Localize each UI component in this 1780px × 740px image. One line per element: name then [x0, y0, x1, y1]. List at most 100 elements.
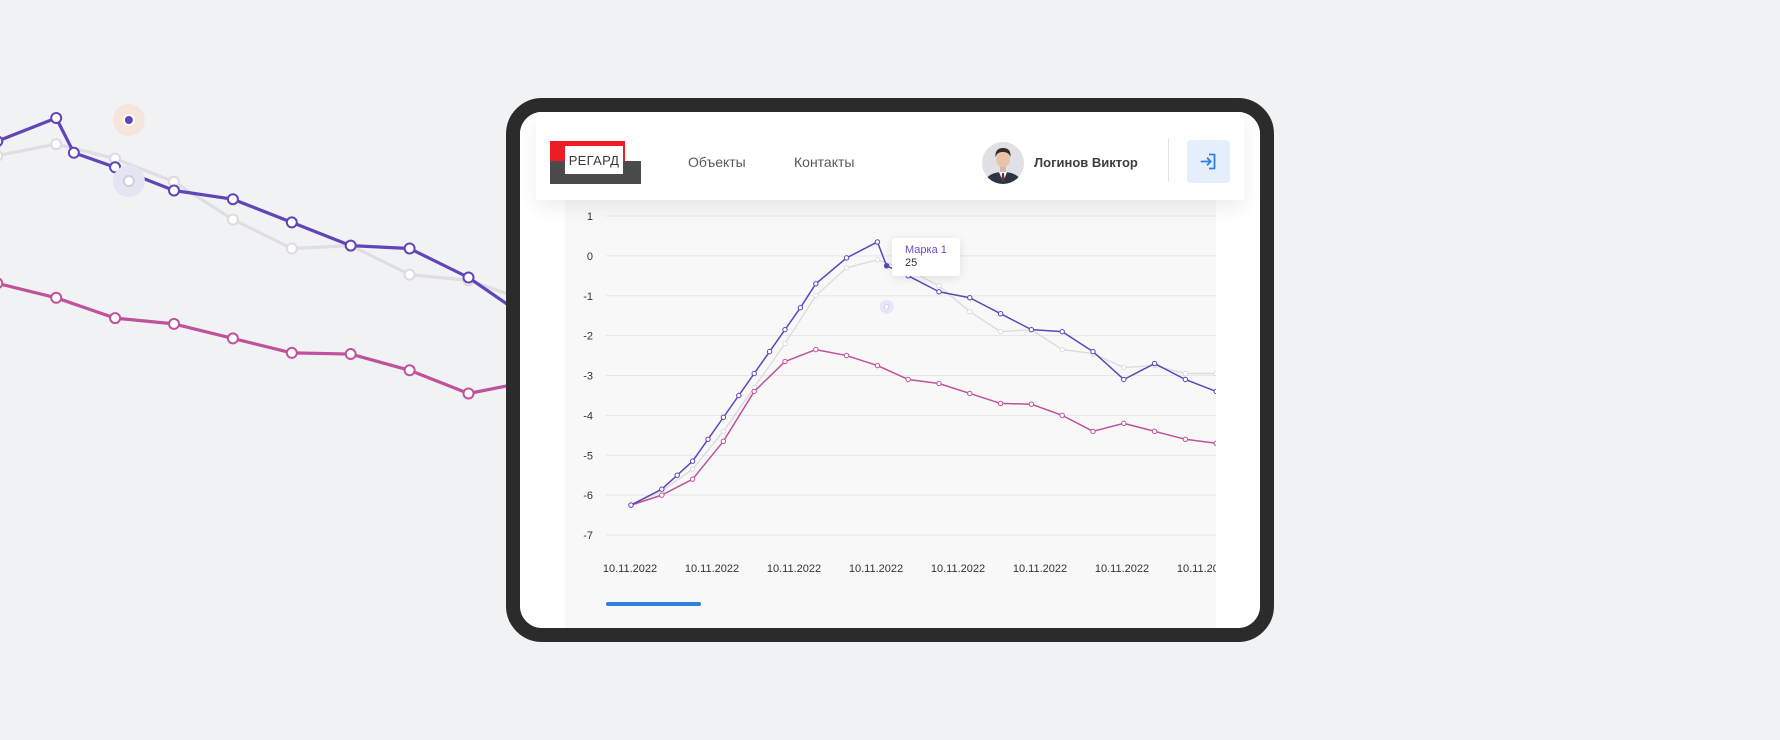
login-button[interactable] [1187, 140, 1230, 183]
data-point[interactable] [766, 348, 773, 355]
data-point[interactable] [967, 390, 973, 397]
data-point[interactable] [997, 328, 1004, 335]
data-point[interactable] [1121, 364, 1127, 371]
y-tick-label: 0 [587, 251, 593, 263]
tablet-frame: 1 0 -1 -2 -3 -4 -5 -6 -7 10.11.2022 10.11.2022 10.1… [506, 98, 1274, 642]
background-data-point [109, 312, 122, 325]
chart-panel: 1 0 -1 -2 -3 -4 -5 -6 -7 10.11.2022 10.11.2022 10.1… [565, 184, 1216, 628]
data-point[interactable] [874, 362, 881, 369]
data-point[interactable] [1151, 360, 1158, 367]
data-point[interactable] [1090, 428, 1096, 435]
data-point[interactable] [813, 346, 819, 353]
data-point[interactable] [1182, 376, 1189, 383]
data-point[interactable] [1213, 370, 1216, 377]
x-tick-label: 10.11.2022 [1177, 563, 1216, 575]
background-data-point [344, 239, 357, 252]
data-point[interactable] [797, 305, 804, 311]
data-point[interactable] [1059, 412, 1065, 419]
data-point[interactable] [720, 414, 727, 421]
data-point[interactable] [674, 472, 680, 478]
data-point[interactable] [936, 289, 942, 295]
data-point[interactable] [1121, 420, 1127, 427]
highlighted-point[interactable] [884, 263, 890, 269]
data-point[interactable] [705, 436, 711, 443]
data-point[interactable] [997, 310, 1004, 317]
nav-link-contacts[interactable]: Контакты [794, 154, 855, 170]
header-divider [1168, 138, 1169, 182]
background-data-point [67, 146, 80, 159]
data-point[interactable] [843, 352, 850, 359]
hover-point [883, 304, 890, 310]
data-point[interactable] [736, 392, 742, 399]
series-line-2 [630, 348, 1216, 506]
background-data-point [168, 317, 180, 330]
background-hover-point [122, 175, 135, 187]
y-tick-label: -3 [583, 371, 593, 383]
background-data-point [168, 184, 180, 197]
data-point[interactable] [936, 283, 942, 289]
data-point[interactable] [997, 400, 1004, 407]
data-point[interactable] [628, 502, 634, 508]
data-point[interactable] [813, 293, 819, 299]
line-chart: 1 0 -1 -2 -3 -4 -5 -6 -7 10.11.2022 10.11.2022 10.1… [583, 211, 1216, 575]
background-data-point [226, 193, 239, 206]
data-point[interactable] [1213, 388, 1216, 395]
data-point[interactable] [1028, 401, 1035, 407]
data-point[interactable] [1151, 428, 1158, 435]
data-point[interactable] [967, 295, 973, 301]
background-data-point [0, 135, 4, 147]
y-tick-label: -5 [583, 450, 593, 462]
nav-link-objects[interactable]: Объекты [688, 154, 746, 170]
chart-tooltip: Марка 1 25 [892, 238, 960, 276]
data-point[interactable] [782, 340, 788, 347]
tooltip-series-name: Марка 1 [905, 244, 947, 256]
data-point[interactable] [782, 326, 788, 333]
data-point[interactable] [1090, 348, 1096, 355]
avatar[interactable] [982, 142, 1024, 184]
data-point[interactable] [659, 492, 665, 498]
data-point[interactable] [874, 239, 881, 245]
data-point[interactable] [905, 376, 911, 383]
data-point[interactable] [659, 486, 665, 492]
data-point[interactable] [936, 380, 942, 387]
data-point[interactable] [689, 466, 696, 472]
background-data-point [285, 242, 298, 255]
login-arrow-icon [1200, 153, 1216, 170]
data-point[interactable] [1059, 328, 1065, 335]
background-data-point [403, 364, 416, 377]
logo-text: РЕГАРД [565, 146, 623, 174]
y-tick-label: 1 [587, 211, 593, 223]
data-point[interactable] [1182, 370, 1189, 377]
background-data-point [403, 242, 416, 255]
background-data-point [0, 150, 4, 162]
data-point[interactable] [874, 257, 881, 263]
background-data-point [285, 346, 298, 359]
chart-scroll-indicator[interactable] [606, 602, 701, 606]
data-point[interactable] [1059, 346, 1065, 353]
data-point[interactable] [1182, 436, 1189, 443]
data-point[interactable] [751, 388, 757, 395]
x-tick-label: 10.11.2022 [603, 563, 657, 575]
data-point[interactable] [720, 428, 727, 435]
data-point[interactable] [689, 458, 696, 464]
regard-logo[interactable]: РЕГАРД [550, 141, 641, 184]
x-tick-label: 10.11.2022 [931, 563, 985, 575]
data-point[interactable] [751, 370, 757, 377]
series-line-0 [630, 241, 1216, 506]
data-point[interactable] [720, 438, 727, 444]
x-tick-label: 10.11.2022 [849, 563, 903, 575]
app-header: РЕГАРД Объекты Контакты Логинов Виктор [536, 112, 1244, 200]
data-point[interactable] [689, 476, 696, 482]
user-name: Логинов Виктор [1034, 155, 1138, 170]
data-point[interactable] [843, 265, 850, 271]
series-line-1 [630, 259, 1216, 506]
y-tick-label: -2 [583, 331, 593, 343]
y-tick-label: -1 [583, 291, 593, 303]
data-point[interactable] [782, 358, 788, 365]
data-point[interactable] [967, 309, 973, 315]
data-point[interactable] [1213, 440, 1216, 446]
data-point[interactable] [1121, 376, 1127, 383]
data-point[interactable] [813, 281, 819, 287]
data-point[interactable] [1028, 326, 1035, 333]
data-point[interactable] [843, 255, 850, 261]
